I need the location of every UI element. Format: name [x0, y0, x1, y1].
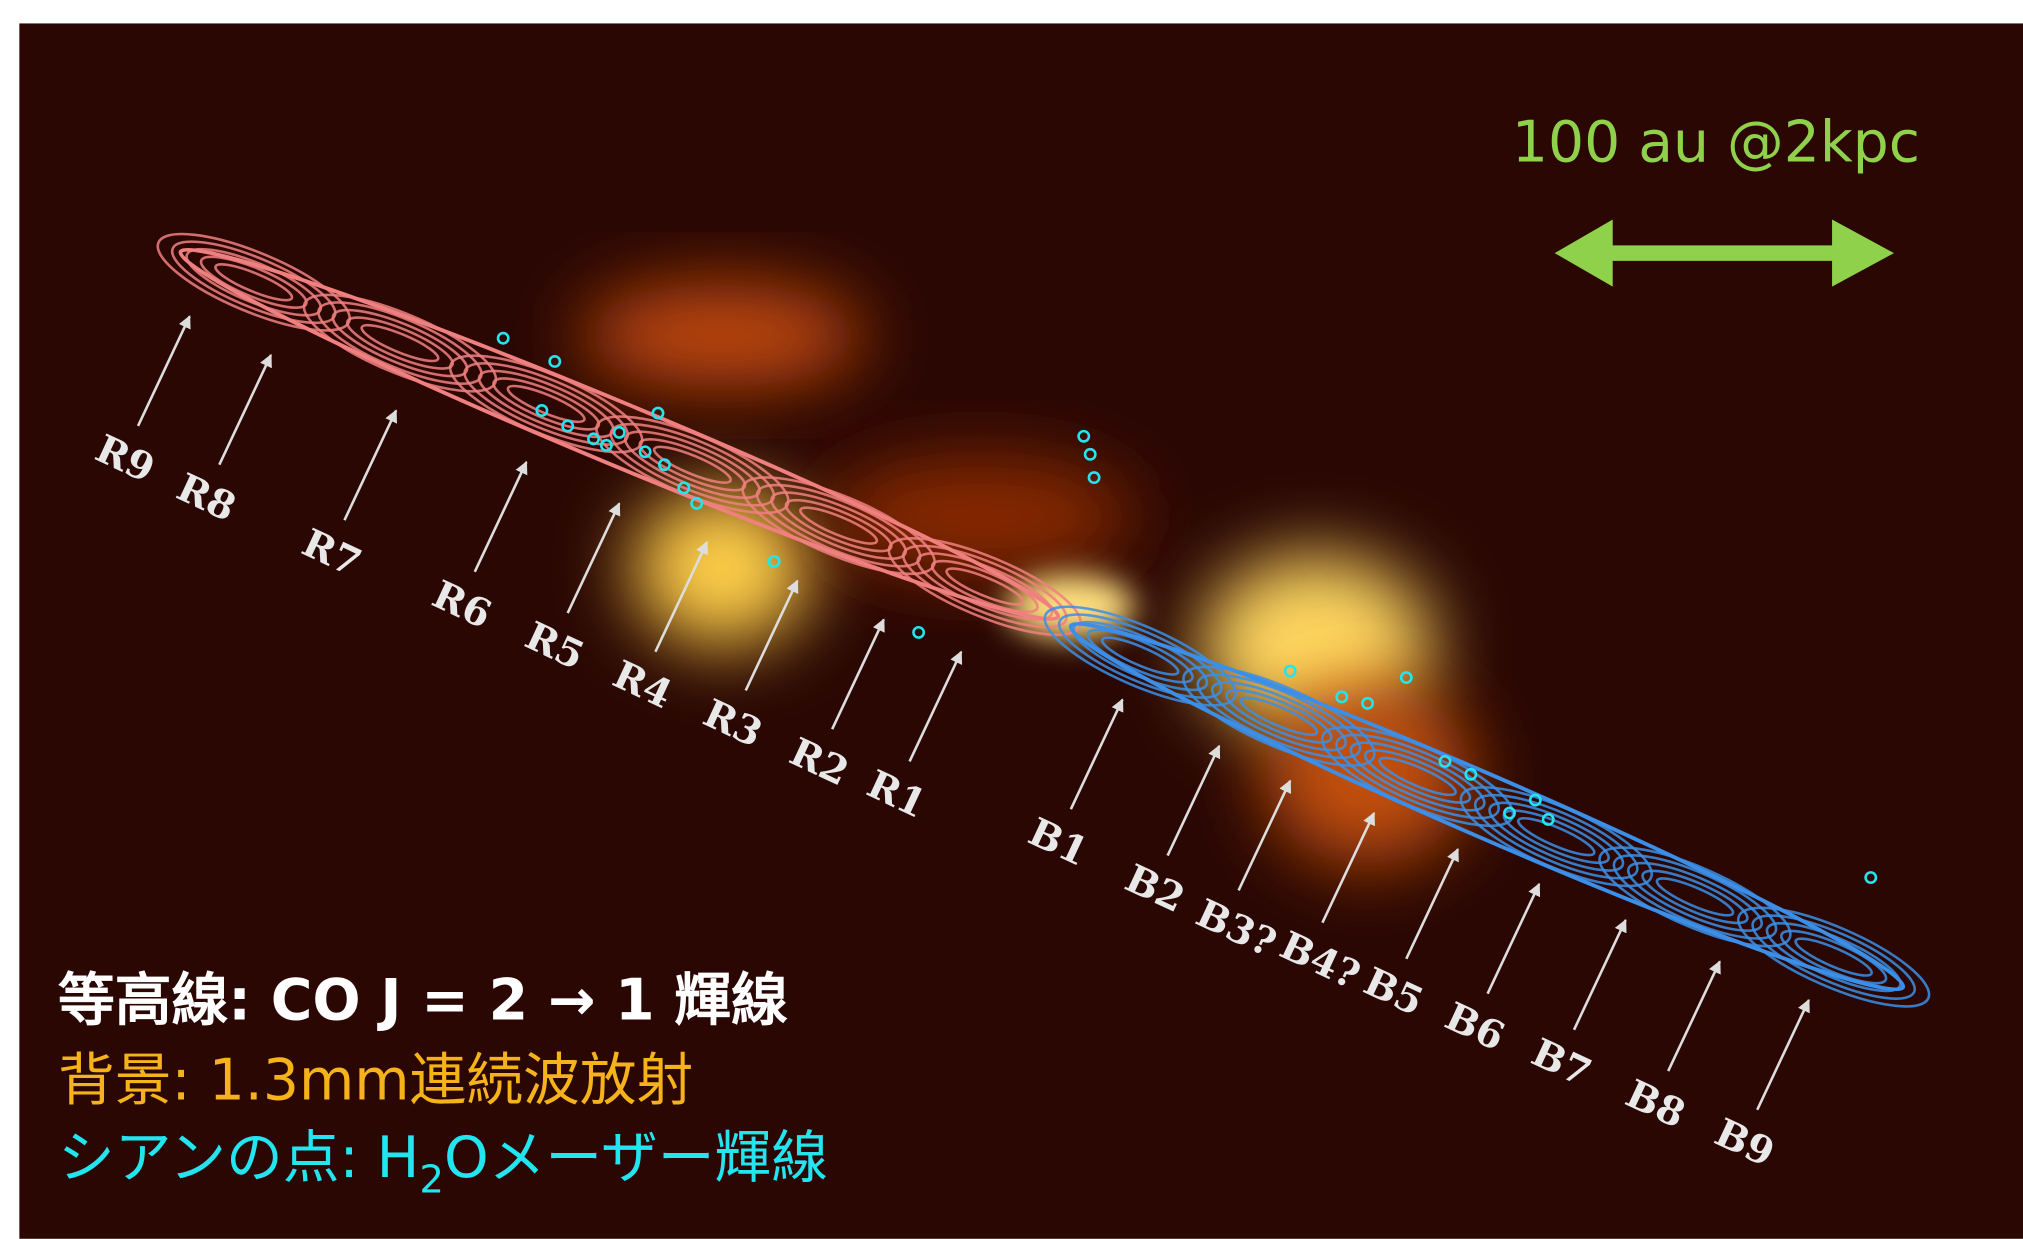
page: 100 au @2kpc R9R8R7R6R5R4R3R2R1B1B2B3?B4…: [0, 0, 2023, 1239]
figure: 100 au @2kpc R9R8R7R6R5R4R3R2R1B1B2B3?B4…: [0, 0, 2023, 1239]
legend-dots: シアンの点: H2Oメーザー輝線: [58, 1125, 828, 1202]
legend-dots-text: Oメーザー輝線: [444, 1125, 828, 1191]
legend-contours: 等高線: CO J = 2 → 1 輝線: [58, 967, 788, 1033]
legend-background: 背景: 1.3mm連続波放射: [58, 1047, 693, 1113]
legend-dots-sub: 2: [419, 1157, 444, 1202]
legend-dots-text: シアンの点: H: [58, 1125, 419, 1191]
scale-label: 100 au @2kpc: [1512, 109, 1920, 175]
